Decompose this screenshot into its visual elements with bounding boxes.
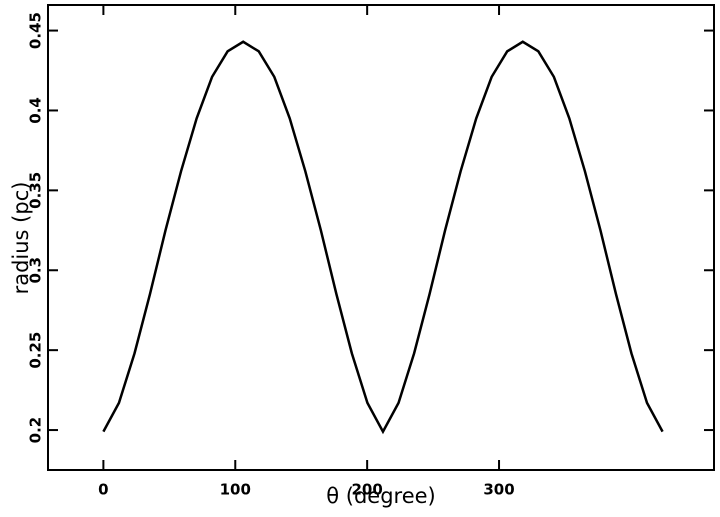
x-tick-label: 200	[351, 481, 382, 499]
x-axis-label: θ (degree)	[326, 484, 436, 508]
x-tick-label: 300	[483, 481, 514, 499]
y-tick-label: 0.35	[27, 172, 45, 209]
y-tick-label: 0.3	[27, 257, 45, 284]
y-axis-label: radius (pc)	[9, 182, 33, 295]
y-tick-label: 0.25	[27, 332, 45, 369]
plot-frame	[47, 4, 715, 471]
line	[102, 40, 664, 435]
y-tick-label: 0.45	[27, 12, 45, 49]
y-tick-label: 0.2	[27, 417, 45, 444]
x-tick-label: 100	[220, 481, 251, 499]
x-tick-label: 0	[98, 481, 108, 499]
y-tick-label: 0.4	[27, 97, 45, 124]
